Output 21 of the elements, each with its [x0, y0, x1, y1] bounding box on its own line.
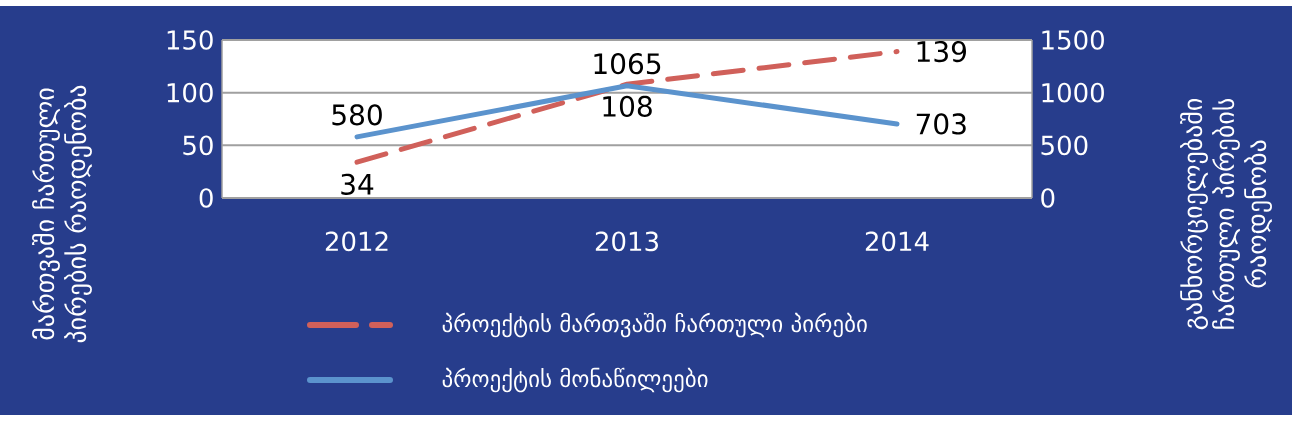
data-label: 703 — [916, 113, 966, 135]
data-label: 580 — [332, 104, 382, 126]
y2-tick-label: 1000 — [1042, 82, 1104, 103]
legend-label: პროექტის მართვაში ჩართული პირები — [442, 312, 867, 338]
y-tick-label: 150 — [167, 30, 213, 50]
y-tick-label: 50 — [183, 135, 213, 156]
y-tick-label: 0 — [199, 188, 213, 208]
y-axis-title: მართვაში ჩართული პირების რაოდენობა — [32, 85, 92, 343]
y2-tick-label: 500 — [1041, 135, 1088, 156]
y2-tick-label: 1500 — [1042, 30, 1104, 50]
y-tick-label: 100 — [167, 82, 213, 103]
data-label: 108 — [603, 95, 652, 117]
x-tick-label: 2012 — [325, 231, 388, 252]
legend-label: პროექტის მონაწილეები — [442, 367, 708, 393]
x-tick-label: 2014 — [865, 231, 929, 252]
y2-axis-title: განხორციელებაში ჩართული პირების რაოდენობა — [1180, 98, 1272, 330]
data-label: 139 — [917, 40, 966, 63]
data-label: 34 — [341, 173, 374, 195]
y2-tick-label: 0 — [1041, 188, 1055, 208]
x-tick-label: 2013 — [595, 231, 658, 252]
data-label: 1065 — [594, 53, 661, 75]
